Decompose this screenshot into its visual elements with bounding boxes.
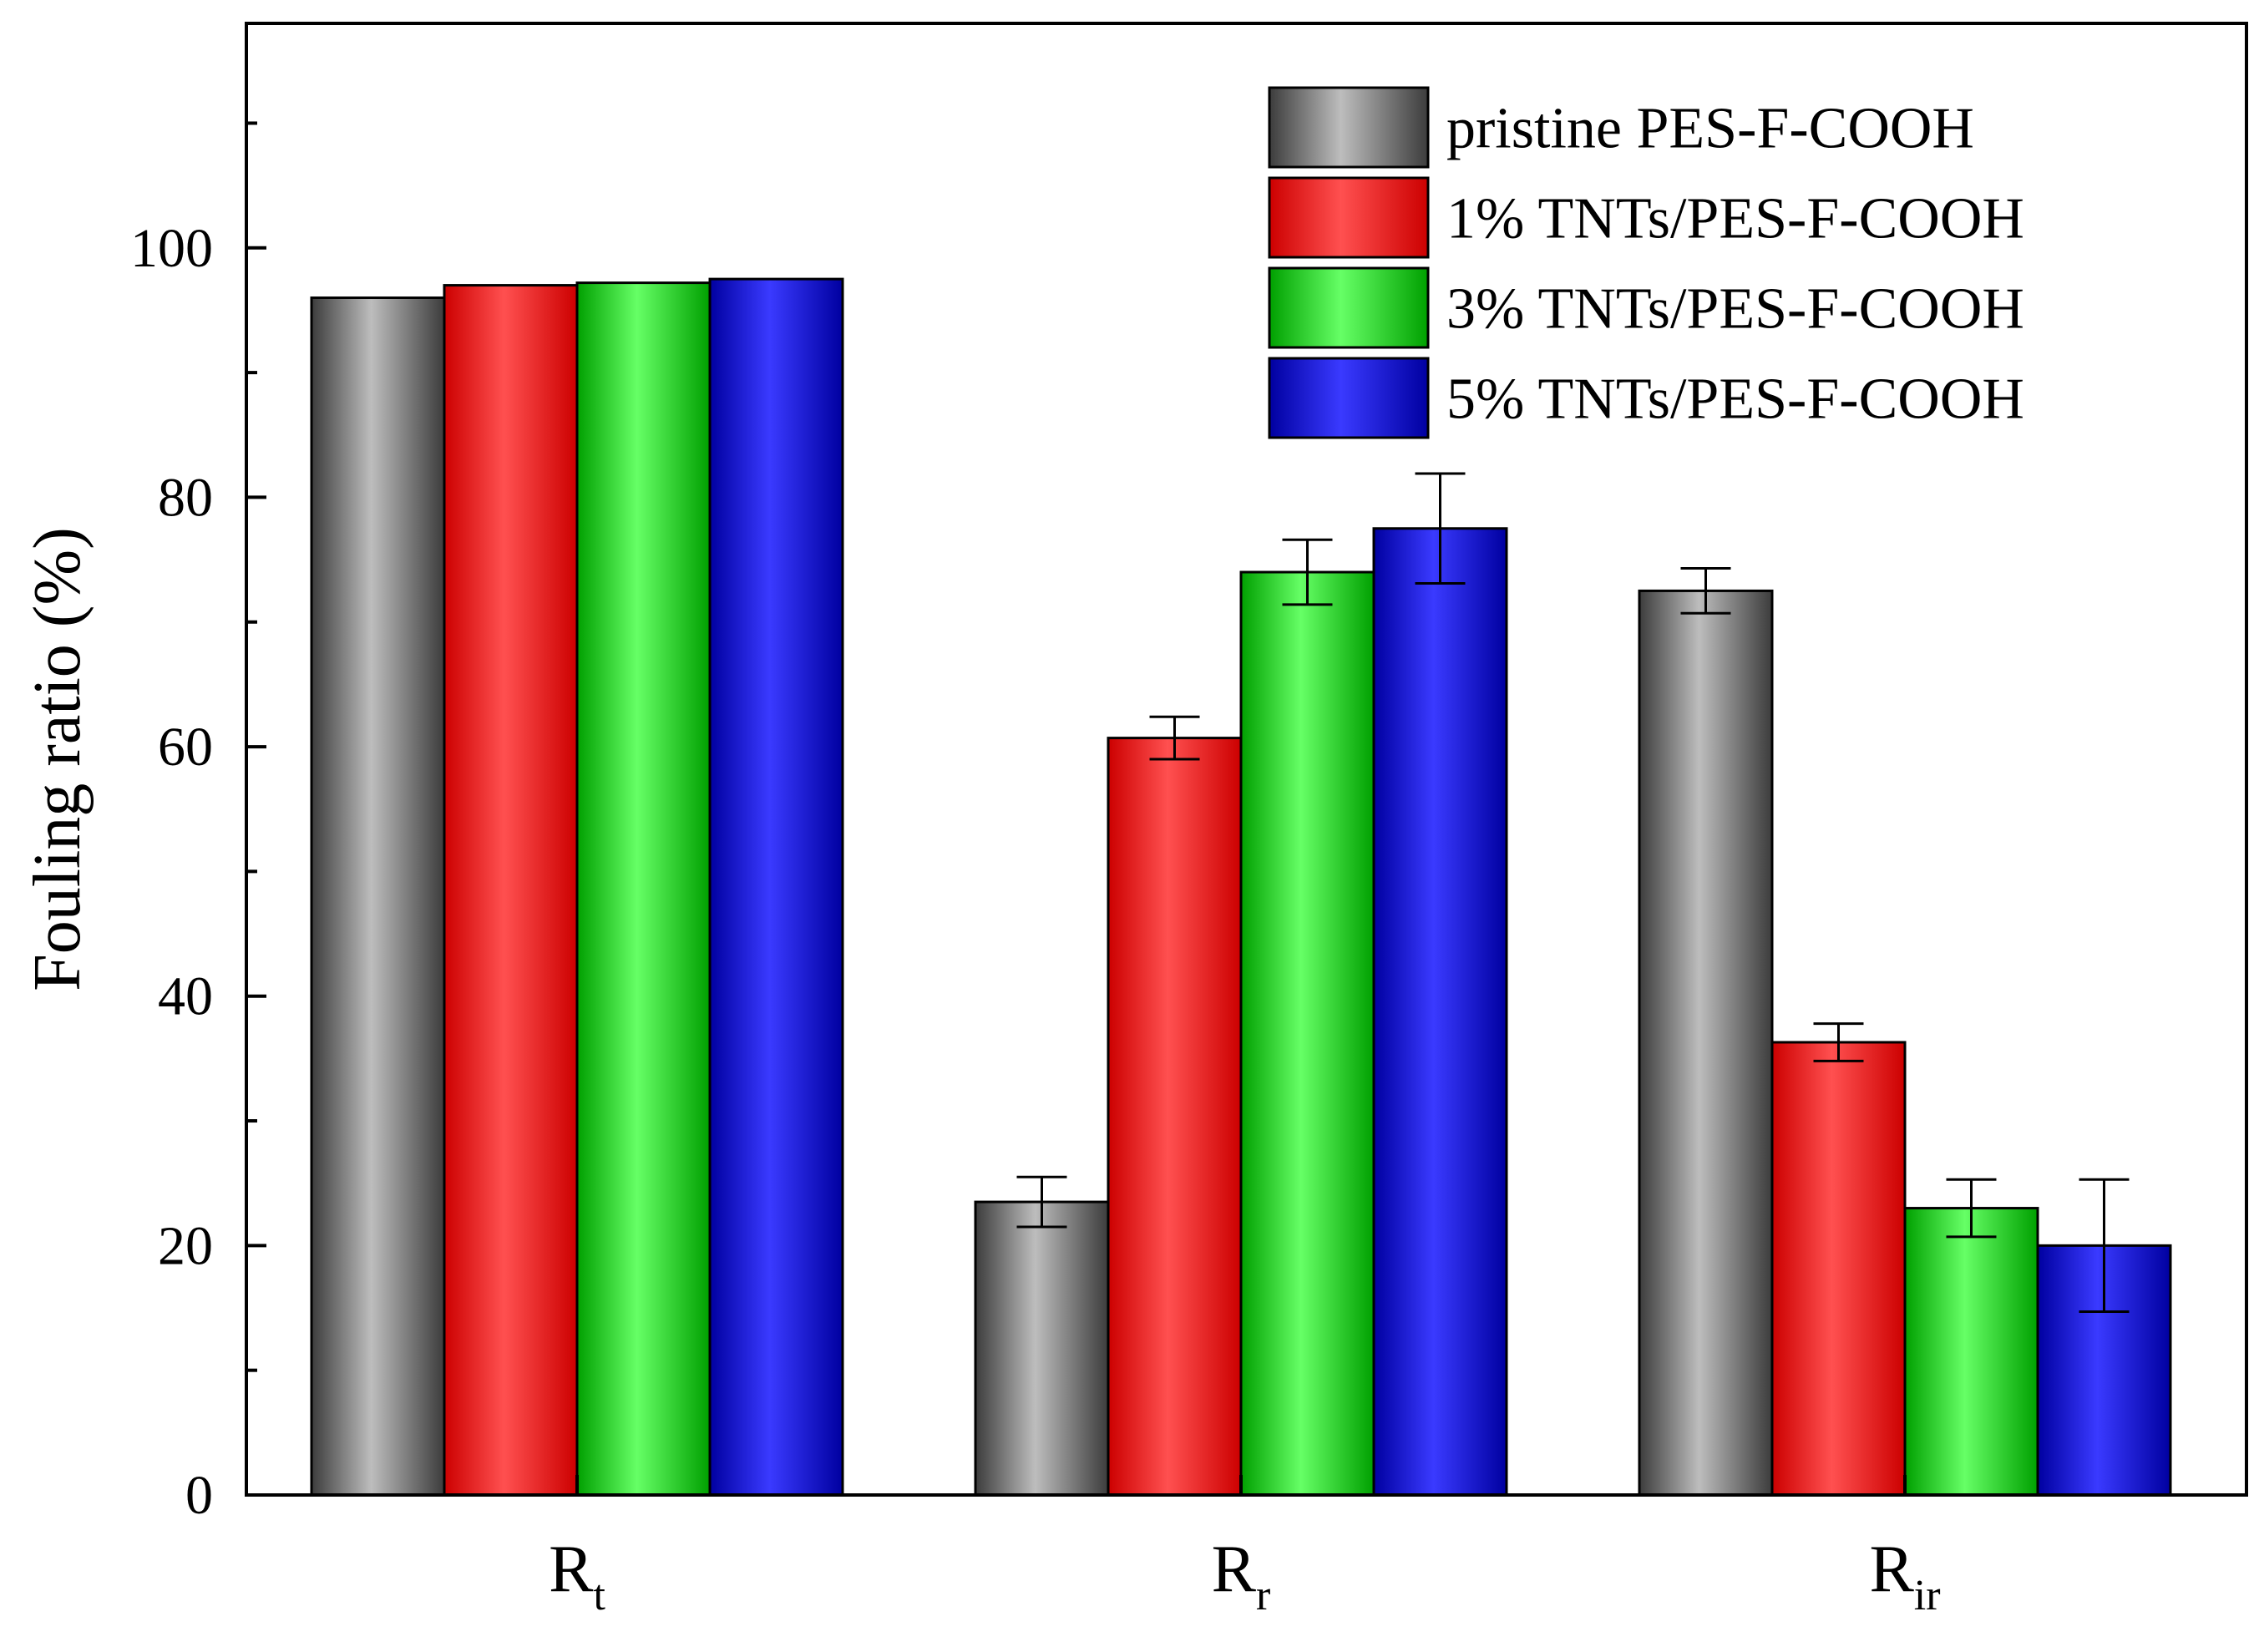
x-tick-label-0: Rt [549,1533,605,1619]
legend-item-0: pristine PES-F-COOH [1268,86,1974,169]
bar-1-1 [1107,737,1243,1497]
y-tick-label-0: 0 [185,1465,213,1526]
legend-label-1: 1% TNTs/PES-F-COOH [1446,187,2024,251]
legend-swatch-3 [1268,357,1430,439]
y-axis-label: Fouling ratio (%) [21,527,94,991]
bar-0-1 [974,1200,1110,1497]
plot-frame [245,22,2248,1497]
error-bar-3-1 [1415,472,1466,585]
bar-0-2 [1638,589,1774,1497]
legend-item-3: 5% TNTs/PES-F-COOH [1268,357,2024,439]
bar-1-2 [1770,1041,1907,1497]
y-tick-label-20: 20 [158,1215,213,1276]
y-tick-label-80: 80 [158,467,213,528]
legend-label-2: 3% TNTs/PES-F-COOH [1446,277,2024,342]
y-tick-label-40: 40 [158,966,213,1027]
error-bar-1-1 [1149,715,1200,761]
bar-2-0 [575,281,712,1497]
bars-layer [310,277,2172,1497]
legend: pristine PES-F-COOH 1% TNTs/PES-F-COOH 3% … [1268,86,2024,439]
y-tick-label-60: 60 [158,717,213,778]
error-bar-1-2 [1813,1022,1864,1062]
error-bar-0-1 [1016,1175,1067,1229]
error-bar-3-2 [2079,1178,2130,1313]
error-bar-0-2 [1680,567,1731,615]
x-tick-label-1: Rr [1212,1533,1271,1619]
bar-3-1 [1372,527,1508,1497]
bar-0-0 [310,296,446,1497]
bar-1-0 [443,284,579,1497]
x-tick-label-2: Rir [1869,1533,1940,1619]
error-bar-2-2 [1946,1178,1997,1239]
bar-3-0 [708,277,844,1497]
y-tick-label-100: 100 [130,218,213,279]
legend-label-0: pristine PES-F-COOH [1446,97,1974,161]
legend-swatch-0 [1268,86,1430,169]
legend-swatch-1 [1268,176,1430,259]
legend-label-3: 5% TNTs/PES-F-COOH [1446,367,2024,432]
legend-item-1: 1% TNTs/PES-F-COOH [1268,176,2024,259]
legend-item-2: 3% TNTs/PES-F-COOH [1268,266,2024,349]
bar-2-2 [1903,1207,2039,1497]
axes-layer: 0 20 40 60 80 100 Rt Rr Rir Fouling ratio (%) [21,22,2248,1619]
legend-swatch-2 [1268,266,1430,349]
error-bars-layer [1016,472,2130,1313]
error-bar-2-1 [1282,538,1333,606]
bar-2-1 [1239,570,1375,1497]
